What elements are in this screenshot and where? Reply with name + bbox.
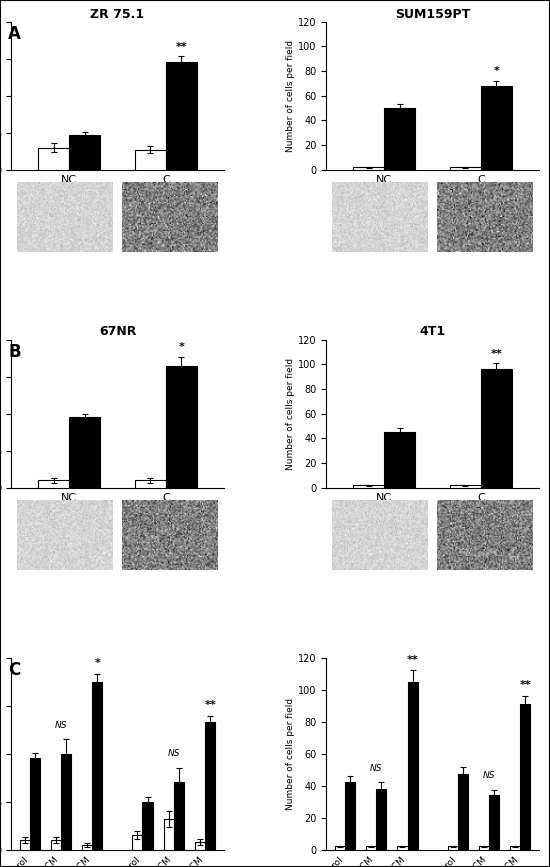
Bar [408,681,417,850]
Text: *: * [493,67,499,76]
Bar [69,417,100,488]
Bar [30,759,40,850]
Text: **: ** [491,349,502,359]
Text: NS: NS [370,764,382,772]
Bar [174,782,184,850]
Bar [133,835,142,850]
Bar [481,86,512,170]
Bar [195,842,205,850]
Bar [20,840,30,850]
Text: **: ** [204,701,216,710]
Bar [384,432,415,488]
Bar [345,782,355,850]
Text: C: C [8,661,20,679]
Bar [92,681,102,850]
Bar [353,486,384,488]
Text: NS: NS [55,720,67,730]
Bar [205,722,215,850]
Y-axis label: Number of cells per field: Number of cells per field [286,698,295,810]
Bar [135,150,166,170]
Y-axis label: Number of cells per field: Number of cells per field [286,40,295,152]
Bar [51,840,61,850]
Bar [164,819,174,850]
Text: *: * [178,342,184,352]
Bar [450,486,481,488]
Text: **: ** [175,42,187,52]
Bar [38,480,69,488]
Bar [489,795,499,850]
Text: NS: NS [168,749,180,759]
Bar [135,480,166,488]
Bar [69,135,100,170]
Bar [166,62,197,170]
Text: *: * [95,658,100,668]
Bar [366,846,376,850]
Text: **: ** [519,681,531,690]
Bar [479,846,489,850]
Bar [142,802,152,850]
Bar [353,167,384,170]
Bar [448,846,458,850]
Bar [61,753,71,850]
Text: B: B [8,343,21,361]
Title: SUM159PT: SUM159PT [395,8,470,21]
Bar [398,846,408,850]
Bar [376,789,386,850]
Bar [335,846,345,850]
Bar [458,774,468,850]
Bar [510,846,520,850]
Bar [166,366,197,488]
Text: NS: NS [483,771,495,780]
Title: 4T1: 4T1 [420,325,446,338]
Text: **: ** [406,655,419,665]
Bar [82,844,92,850]
Bar [384,108,415,170]
Y-axis label: Number of cells per field: Number of cells per field [286,357,295,470]
Bar [520,704,530,850]
Title: ZR 75.1: ZR 75.1 [90,8,145,21]
Bar [450,167,481,170]
Bar [38,147,69,170]
Text: A: A [8,25,21,43]
Bar [481,369,512,488]
Title: 67NR: 67NR [99,325,136,338]
